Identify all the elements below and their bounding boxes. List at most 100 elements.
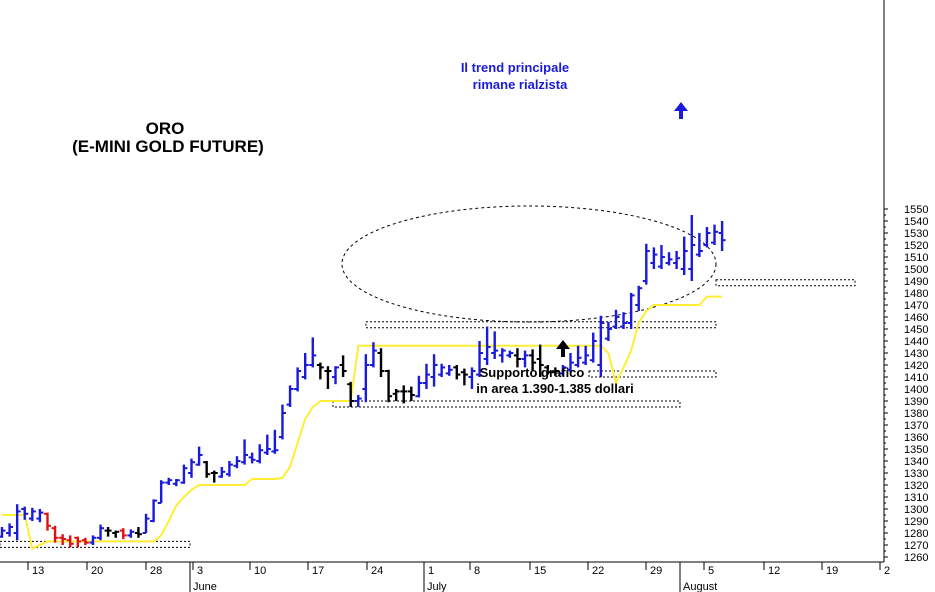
y-tick-label: 1490 xyxy=(904,276,928,288)
arrow-up-black-icon xyxy=(556,340,570,357)
x-tick-label: 20 xyxy=(91,565,103,577)
ohlc-bar xyxy=(445,365,453,376)
ohlc-bar xyxy=(112,530,120,538)
ohlc-bar xyxy=(688,215,696,281)
support-box xyxy=(365,321,717,329)
support-annotation-line2: in area 1.390-1.385 dollari xyxy=(476,381,634,396)
support-box xyxy=(332,400,681,408)
y-tick-label: 1320 xyxy=(904,480,928,492)
ohlc-bar xyxy=(635,285,643,311)
y-tick-label: 1290 xyxy=(904,516,928,528)
ohlc-bar xyxy=(150,499,158,523)
ohlc-bar xyxy=(392,389,400,401)
y-tick-label: 1260 xyxy=(904,552,928,564)
ohlc-bar xyxy=(369,342,377,368)
y-tick-label: 1500 xyxy=(904,264,928,276)
ohlc-bar xyxy=(491,331,499,359)
ohlc-bar xyxy=(316,362,324,380)
ohlc-bar xyxy=(513,348,521,368)
x-tick-label: 2 xyxy=(884,565,890,577)
ohlc-bar xyxy=(248,452,256,464)
ohlc-bar xyxy=(286,385,294,407)
ohlc-bar xyxy=(627,293,635,329)
ohlc-bar xyxy=(225,461,233,477)
x-tick-label: 1 xyxy=(428,565,434,577)
ohlc-bar xyxy=(324,366,332,389)
y-tick-label: 1440 xyxy=(904,336,928,348)
ohlc-bar xyxy=(119,528,127,539)
support-boxes xyxy=(0,279,856,548)
ohlc-bar xyxy=(263,434,271,455)
y-tick-label: 1360 xyxy=(904,432,928,444)
ohlc-bar xyxy=(172,479,180,487)
ohlc-bar xyxy=(673,251,681,269)
ohlc-bar xyxy=(347,381,355,407)
ohlc-bar xyxy=(460,368,468,386)
x-tick-label: 8 xyxy=(474,565,480,577)
ohlc-bar xyxy=(81,537,89,545)
y-tick-label: 1270 xyxy=(904,540,928,552)
ohlc-bar xyxy=(256,444,264,464)
y-tick-label: 1400 xyxy=(904,384,928,396)
x-tick-label: 15 xyxy=(534,565,546,577)
y-tick-label: 1470 xyxy=(904,300,928,312)
ohlc-bar xyxy=(582,345,590,365)
ohlc-bar xyxy=(354,395,362,407)
ohlc-bar xyxy=(438,363,446,377)
ohlc-bar xyxy=(468,367,476,389)
y-tick-label: 1430 xyxy=(904,348,928,360)
ohlc-bar xyxy=(142,513,150,534)
y-tick-label: 1350 xyxy=(904,444,928,456)
ohlc-bar xyxy=(430,354,438,387)
x-tick-label: 10 xyxy=(254,565,266,577)
ohlc-bar xyxy=(13,504,21,541)
ohlc-bar xyxy=(650,247,658,269)
ohlc-bar xyxy=(51,525,59,543)
x-tick-label: 24 xyxy=(371,565,383,577)
ohlc-bar xyxy=(476,341,484,377)
ohlc-bar xyxy=(59,534,67,545)
ohlc-bar xyxy=(620,312,628,329)
y-tick-label: 1530 xyxy=(904,228,928,240)
x-tick-label: 17 xyxy=(312,565,324,577)
y-axis: 1260127012801290130013101320133013401350… xyxy=(883,0,928,564)
ohlc-bar xyxy=(453,365,461,380)
ohlc-bar xyxy=(210,470,218,483)
ohlc-bar xyxy=(271,429,279,454)
trend-annotation-line2: rimane rialzista xyxy=(473,77,568,92)
ohlc-bar xyxy=(422,363,430,389)
ohlc-bar xyxy=(28,507,36,521)
ohlc-bar xyxy=(180,464,188,484)
ohlc-bar xyxy=(339,355,347,377)
ohlc-bar xyxy=(574,345,582,368)
y-tick-label: 1280 xyxy=(904,528,928,540)
chart-subtitle: (E-MINI GOLD FUTURE) xyxy=(72,137,264,156)
ohlc-bar xyxy=(218,467,226,478)
chart-title: ORO xyxy=(146,119,185,138)
month-label: August xyxy=(683,581,717,592)
x-tick-label: 12 xyxy=(768,565,780,577)
ohlc-bar xyxy=(718,221,726,251)
ohlc-bar xyxy=(589,332,597,363)
ohlc-bar xyxy=(544,365,552,375)
ohlc-bar xyxy=(665,252,673,266)
ohlc-bar xyxy=(521,350,529,368)
y-tick-label: 1510 xyxy=(904,252,928,264)
ohlc-bar xyxy=(483,326,491,365)
y-tick-label: 1450 xyxy=(904,324,928,336)
ohlc-bar xyxy=(21,506,29,520)
arrow-up-blue-icon xyxy=(674,102,688,119)
ohlc-bar xyxy=(551,367,559,376)
x-tick-label: 19 xyxy=(826,565,838,577)
y-tick-label: 1520 xyxy=(904,240,928,252)
ohlc-bar xyxy=(407,386,415,401)
ohlc-bar xyxy=(309,337,317,368)
y-tick-label: 1380 xyxy=(904,408,928,420)
ohlc-bar xyxy=(415,375,423,398)
ohlc-bar xyxy=(104,527,112,537)
ohlc-bar xyxy=(604,321,612,341)
ohlc-bar xyxy=(165,477,173,485)
y-tick-label: 1340 xyxy=(904,456,928,468)
x-tick-label: 22 xyxy=(592,565,604,577)
ohlc-bar xyxy=(6,523,14,537)
